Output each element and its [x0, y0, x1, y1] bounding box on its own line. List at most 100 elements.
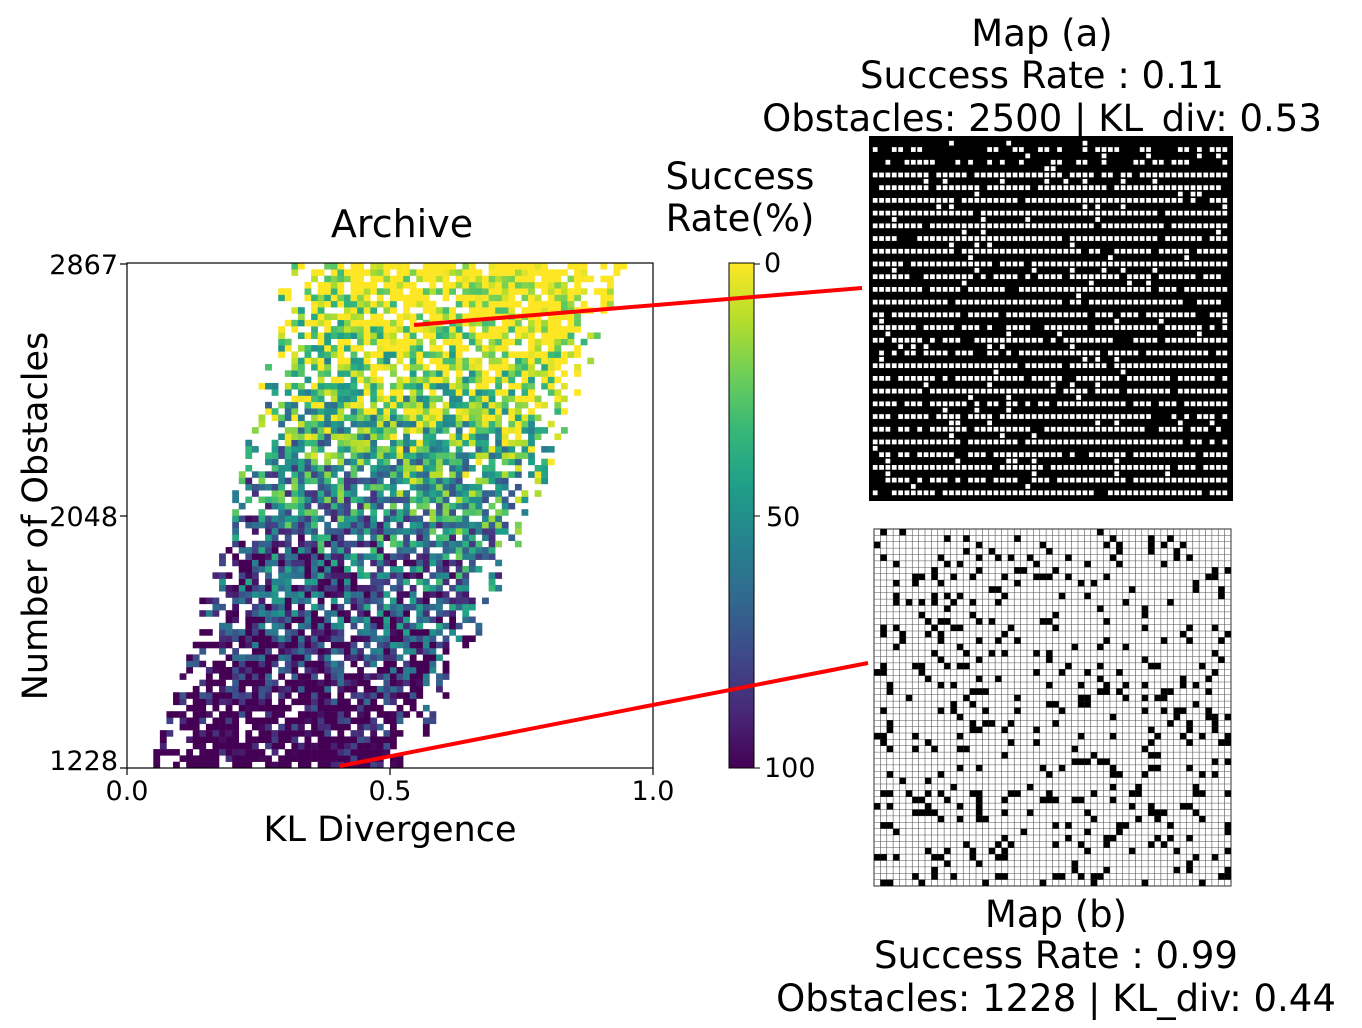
- archive-cell: [390, 692, 397, 699]
- archive-cell: [495, 338, 503, 346]
- archive-cell: [409, 603, 417, 611]
- map-a-free-cell: [1139, 287, 1145, 292]
- map-a-free-cell: [980, 490, 986, 496]
- map-a-free-cell: [1146, 414, 1151, 419]
- archive-cell: [271, 597, 279, 605]
- colorbar-tick-label-50: 50: [766, 502, 800, 533]
- archive-cell: [409, 414, 417, 422]
- map-a-free-cell: [1127, 490, 1132, 496]
- map-a-free-cell: [1038, 350, 1043, 356]
- archive-cell: [212, 704, 220, 712]
- archive-cell: [304, 395, 312, 403]
- archive-cell: [324, 660, 332, 668]
- archive-cell: [436, 534, 443, 541]
- archive-cell: [343, 370, 351, 377]
- archive-cell: [317, 433, 325, 440]
- archive-cell: [317, 446, 325, 453]
- map-a-free-cell: [961, 185, 967, 191]
- archive-cell: [304, 401, 312, 409]
- archive-cell: [468, 502, 476, 510]
- archive-cell: [317, 483, 325, 491]
- map-a-free-cell: [1216, 229, 1221, 235]
- archive-cell: [343, 717, 351, 725]
- archive-cell: [357, 515, 364, 523]
- archive-cell: [396, 382, 404, 390]
- archive-cell: [468, 357, 476, 365]
- map-a-free-cell: [1146, 153, 1151, 159]
- map-a-free-cell: [1146, 465, 1151, 470]
- map-a-free-cell: [1197, 414, 1202, 419]
- archive-cell: [330, 547, 338, 554]
- map-a-free-cell: [1076, 287, 1081, 292]
- archive-cell: [343, 446, 351, 453]
- map-b-obstacle-cell: [976, 567, 983, 574]
- archive-cell: [514, 439, 522, 447]
- archive-cell: [238, 515, 246, 523]
- archive-cell: [350, 584, 358, 592]
- map-b-obstacle-cell: [1180, 682, 1187, 689]
- archive-cell: [528, 263, 535, 270]
- archive-cell: [363, 288, 371, 295]
- archive-cell: [534, 263, 542, 270]
- archive-cell: [350, 364, 358, 371]
- map-a-free-cell: [1006, 376, 1012, 381]
- archive-cell: [363, 692, 371, 699]
- map-a-free-cell: [1158, 312, 1164, 318]
- archive-cell: [297, 496, 305, 504]
- map-a-free-cell: [1120, 369, 1126, 375]
- archive-cell: [278, 433, 286, 440]
- archive-cell: [350, 755, 358, 762]
- archive-cell: [376, 382, 384, 390]
- archive-cell: [317, 307, 325, 314]
- archive-cell: [396, 414, 404, 422]
- map-a-free-cell: [1165, 172, 1170, 178]
- archive-cell: [449, 477, 457, 485]
- archive-cell: [409, 300, 417, 308]
- map-b-obstacle-cell: [1052, 841, 1059, 848]
- archive-cell: [297, 319, 305, 327]
- map-b-obstacle-cell: [1109, 733, 1117, 740]
- archive-cell: [238, 641, 246, 649]
- archive-cell: [330, 660, 338, 668]
- archive-cell: [311, 477, 318, 485]
- archive-cell: [317, 300, 325, 308]
- map-a-free-cell: [1088, 465, 1094, 470]
- map-a-free-cell: [1209, 414, 1215, 419]
- map-a-free-cell: [1190, 452, 1196, 458]
- archive-cell: [219, 603, 226, 611]
- map-a-free-cell: [1120, 287, 1126, 292]
- map-a-free-cell: [898, 147, 903, 152]
- archive-cell: [376, 553, 384, 560]
- archive-cell: [271, 584, 279, 592]
- map-a-free-cell: [879, 426, 884, 432]
- archive-cell: [324, 692, 332, 699]
- map-b-obstacle-cell: [1160, 541, 1168, 549]
- map-a-free-cell: [1222, 223, 1228, 229]
- archive-cell: [468, 307, 476, 314]
- map-a-free-cell: [1114, 401, 1120, 407]
- archive-cell: [455, 452, 463, 459]
- map-b-obstacle-cell: [1154, 662, 1161, 670]
- map-a-free-cell: [1171, 248, 1177, 254]
- map-a-free-cell: [936, 439, 942, 445]
- map-a-free-cell: [1177, 274, 1183, 280]
- map-b-obstacle-cell: [1205, 713, 1212, 721]
- archive-cell: [521, 496, 529, 504]
- archive-cell: [376, 723, 384, 731]
- archive-cell: [449, 547, 457, 554]
- archive-cell: [311, 490, 318, 497]
- map-b-obstacle-cell: [931, 809, 938, 816]
- map-b-obstacle-cell: [956, 662, 964, 670]
- map-a-free-cell: [1209, 198, 1215, 203]
- map-a-free-cell: [1209, 325, 1215, 330]
- archive-cell: [304, 408, 312, 415]
- archive-cell: [521, 382, 529, 390]
- map-a-free-cell: [1031, 350, 1037, 356]
- map-b-obstacle-cell: [1109, 535, 1117, 542]
- archive-cell: [403, 275, 410, 283]
- archive-cell: [232, 685, 240, 693]
- archive-cell: [468, 616, 476, 624]
- map-a-free-cell: [1057, 401, 1062, 407]
- archive-cell: [297, 629, 305, 636]
- map-a-free-cell: [1114, 388, 1120, 394]
